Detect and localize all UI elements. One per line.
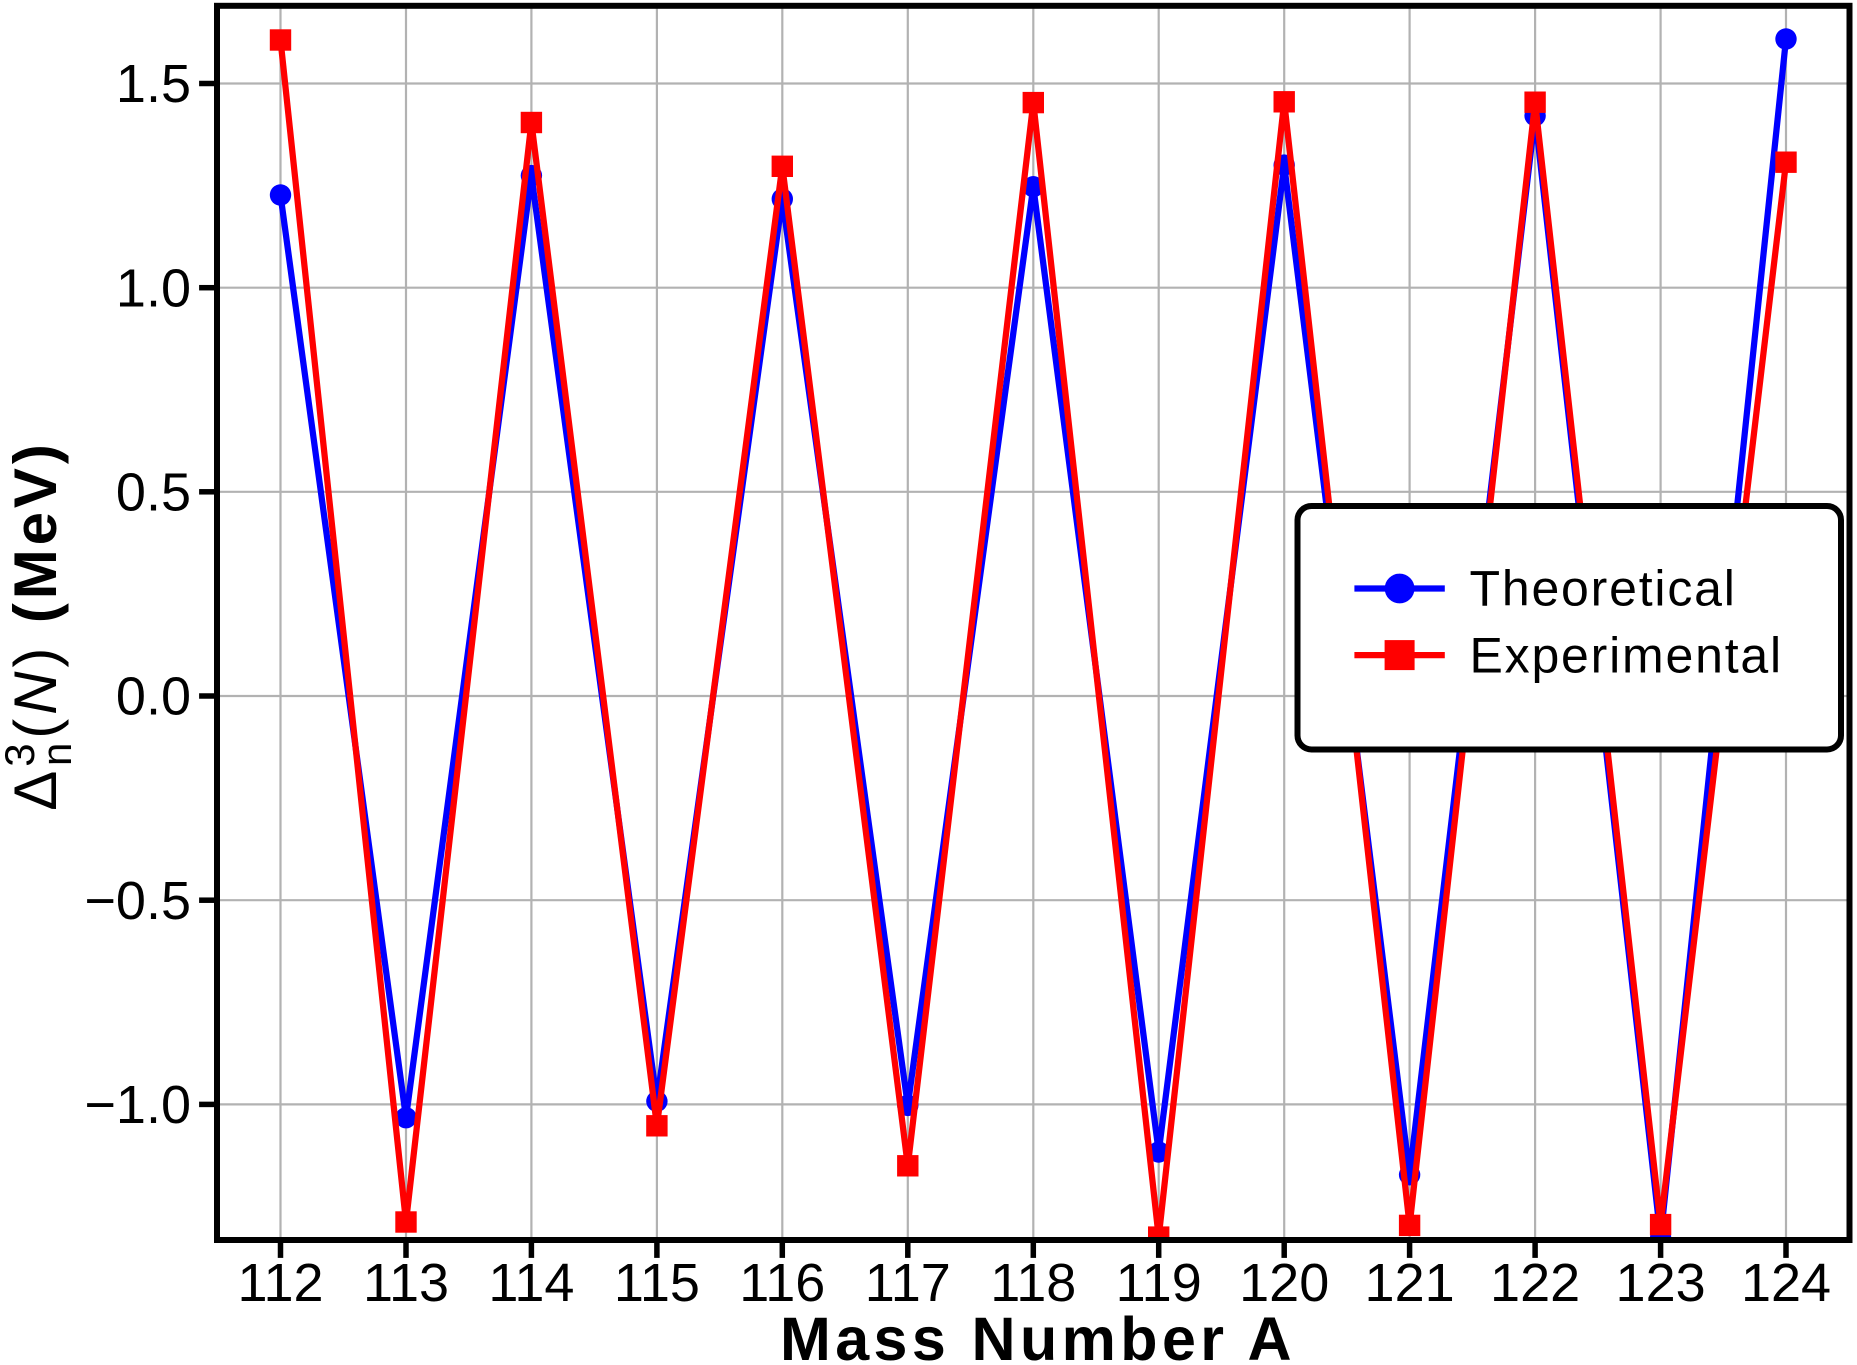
svg-text:112: 112 [237,1253,323,1313]
svg-text:0.5: 0.5 [116,462,191,522]
svg-text:122: 122 [1490,1253,1580,1313]
svg-text:0.0: 0.0 [116,667,191,727]
svg-text:118: 118 [990,1253,1076,1313]
svg-text:1.5: 1.5 [116,54,191,114]
svg-text:−0.5: −0.5 [84,871,191,931]
svg-text:117: 117 [865,1253,951,1313]
svg-text:113: 113 [363,1253,449,1313]
svg-text:Theoretical: Theoretical [1470,561,1737,617]
svg-text:121: 121 [1365,1253,1455,1313]
svg-text:123: 123 [1616,1253,1706,1313]
svg-text:116: 116 [739,1253,825,1313]
svg-text:−1.0: −1.0 [84,1075,191,1135]
svg-text:119: 119 [1116,1253,1202,1313]
svg-text:Mass Number A: Mass Number A [780,1305,1296,1365]
svg-text:120: 120 [1239,1253,1329,1313]
svg-text:124: 124 [1741,1253,1831,1313]
svg-text:114: 114 [488,1253,574,1313]
svg-text:Δ3n(N) (MeV): Δ3n(N) (MeV) [0,440,80,810]
svg-text:1.0: 1.0 [116,258,191,318]
svg-text:115: 115 [614,1253,700,1313]
svg-text:Experimental: Experimental [1470,628,1783,684]
